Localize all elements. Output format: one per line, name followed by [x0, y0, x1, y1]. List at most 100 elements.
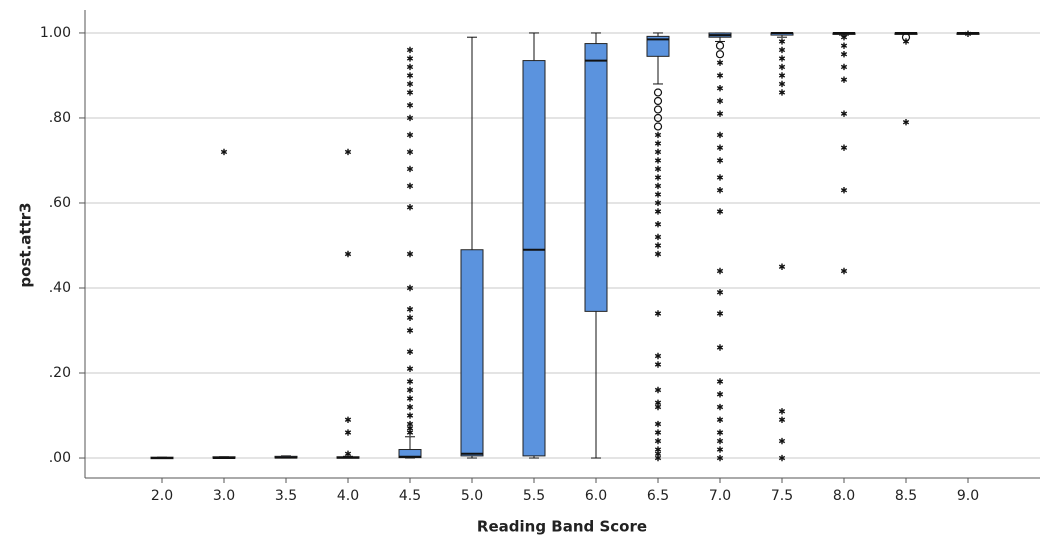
- extreme-marker: [716, 187, 724, 194]
- extreme-marker: [716, 72, 724, 79]
- extreme-marker: [406, 131, 414, 139]
- extreme-marker: [716, 144, 724, 151]
- extreme-marker: [654, 420, 662, 428]
- x-tick-label: 7.5: [771, 488, 793, 504]
- extreme-marker: [406, 403, 414, 411]
- extreme-marker: [778, 38, 786, 45]
- extreme-marker: [344, 450, 352, 457]
- extreme-marker: [654, 140, 662, 147]
- extreme-marker: [406, 114, 414, 122]
- extreme-marker: [778, 408, 786, 415]
- extreme-marker: [654, 208, 662, 215]
- x-tick-label: 5.0: [461, 488, 483, 504]
- extreme-marker: [406, 348, 414, 355]
- extreme-marker: [406, 395, 414, 402]
- extreme-marker: [778, 63, 786, 71]
- extreme-marker: [654, 233, 662, 241]
- x-tick-label: 8.5: [895, 488, 917, 504]
- extreme-marker: [344, 148, 352, 156]
- extreme-marker: [716, 378, 724, 385]
- extreme-marker: [840, 187, 848, 194]
- extreme-marker: [716, 85, 724, 92]
- extreme-marker: [406, 378, 414, 385]
- extreme-marker: [716, 267, 724, 275]
- extreme-marker: [406, 80, 414, 88]
- extreme-marker: [840, 42, 848, 49]
- extreme-marker: [716, 131, 724, 139]
- extreme-marker: [406, 365, 414, 372]
- extreme-marker: [964, 30, 972, 38]
- x-tick-label: 4.0: [337, 488, 359, 504]
- extreme-marker: [406, 89, 414, 96]
- extreme-marker: [406, 314, 414, 321]
- extreme-marker: [716, 174, 724, 181]
- x-tick-label: 7.0: [709, 488, 731, 504]
- box: [522, 60, 546, 457]
- extreme-marker: [654, 361, 662, 368]
- extreme-marker: [406, 306, 414, 313]
- extreme-marker: [778, 454, 786, 462]
- extreme-marker: [406, 63, 414, 71]
- extreme-marker: [716, 454, 724, 462]
- extreme-marker: [840, 34, 848, 41]
- extreme-marker: [220, 148, 228, 156]
- extreme-marker: [716, 310, 724, 317]
- outlier-marker: [653, 105, 663, 114]
- extreme-marker: [716, 344, 724, 351]
- extreme-marker: [716, 208, 724, 215]
- box: [460, 249, 484, 457]
- extreme-marker: [344, 416, 352, 423]
- outlier-marker: [653, 88, 663, 97]
- y-tick-label: .40: [49, 280, 71, 296]
- extreme-marker: [778, 80, 786, 88]
- extreme-marker: [654, 165, 662, 173]
- extreme-marker: [902, 38, 910, 45]
- extreme-marker: [654, 182, 662, 190]
- extreme-marker: [406, 182, 414, 190]
- extreme-marker: [654, 148, 662, 156]
- box: [646, 35, 670, 57]
- extreme-marker: [716, 289, 724, 296]
- x-tick-label: 9.0: [957, 488, 979, 504]
- extreme-marker: [406, 46, 414, 54]
- extreme-marker: [654, 199, 662, 207]
- extreme-marker: [716, 110, 724, 117]
- extreme-marker: [778, 416, 786, 423]
- y-axis-title: post.attr3: [17, 202, 35, 287]
- extreme-marker: [344, 429, 352, 436]
- extreme-marker: [406, 412, 414, 419]
- extreme-marker: [654, 250, 662, 258]
- extreme-marker: [716, 157, 724, 164]
- extreme-marker: [840, 267, 848, 275]
- extreme-marker: [406, 165, 414, 173]
- extreme-marker: [840, 76, 848, 83]
- extreme-marker: [654, 191, 662, 198]
- extreme-marker: [406, 55, 414, 62]
- extreme-marker: [654, 174, 662, 181]
- x-tick-label: 6.0: [585, 488, 607, 504]
- extreme-marker: [840, 110, 848, 117]
- extreme-marker: [716, 429, 724, 436]
- extreme-marker: [344, 250, 352, 258]
- extreme-marker: [406, 204, 414, 211]
- extreme-marker: [406, 284, 414, 292]
- extreme-marker: [716, 446, 724, 453]
- extreme-marker: [406, 148, 414, 156]
- extreme-marker: [654, 157, 662, 164]
- x-tick-label: 6.5: [647, 488, 669, 504]
- y-tick-label: .00: [49, 450, 71, 466]
- y-tick-label: 1.00: [40, 25, 71, 41]
- x-tick-label: 3.5: [275, 488, 297, 504]
- extreme-marker: [654, 352, 662, 360]
- extreme-marker: [716, 403, 724, 411]
- box: [584, 43, 608, 312]
- extreme-marker: [716, 97, 724, 105]
- extreme-marker: [778, 437, 786, 445]
- y-tick-label: .60: [49, 195, 71, 211]
- extreme-marker: [778, 89, 786, 96]
- extreme-marker: [406, 386, 414, 394]
- extreme-marker: [654, 386, 662, 394]
- y-tick-label: .20: [49, 365, 71, 381]
